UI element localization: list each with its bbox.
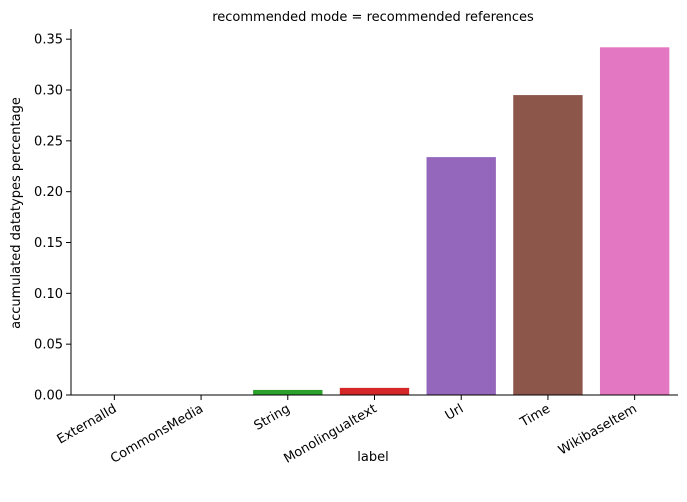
y-tick-label: 0.15 bbox=[34, 236, 63, 251]
bar-wikibaseitem bbox=[600, 47, 669, 395]
y-axis-title: accumulated datatypes percentage bbox=[9, 97, 24, 329]
x-tick-label: Url bbox=[443, 401, 467, 423]
x-tick-label: String bbox=[252, 401, 293, 433]
y-axis: 0.00 0.05 0.10 0.15 0.20 0.25 0.30 0.35 bbox=[34, 29, 71, 404]
bar-time bbox=[513, 95, 582, 395]
y-tick-label: 0.00 bbox=[34, 389, 63, 404]
chart-title: recommended mode = recommended reference… bbox=[212, 10, 534, 25]
plot-area bbox=[253, 47, 669, 395]
y-tick-label: 0.20 bbox=[34, 185, 63, 200]
x-tick-label: WikibaseItem bbox=[556, 401, 640, 458]
x-axis-title: label bbox=[357, 450, 388, 465]
bar-string bbox=[253, 390, 322, 395]
y-tick-label: 0.35 bbox=[34, 33, 63, 48]
y-tick-label: 0.25 bbox=[34, 134, 63, 149]
y-tick-label: 0.05 bbox=[34, 338, 63, 353]
x-tick-label: ExternalId bbox=[55, 401, 120, 447]
bar-monolingualtext bbox=[340, 388, 409, 395]
x-tick-label: CommonsMedia bbox=[108, 401, 206, 466]
x-tick-label: Time bbox=[517, 401, 553, 430]
bar-url bbox=[427, 157, 496, 395]
y-tick-label: 0.30 bbox=[34, 84, 63, 99]
y-tick-label: 0.10 bbox=[34, 287, 63, 302]
